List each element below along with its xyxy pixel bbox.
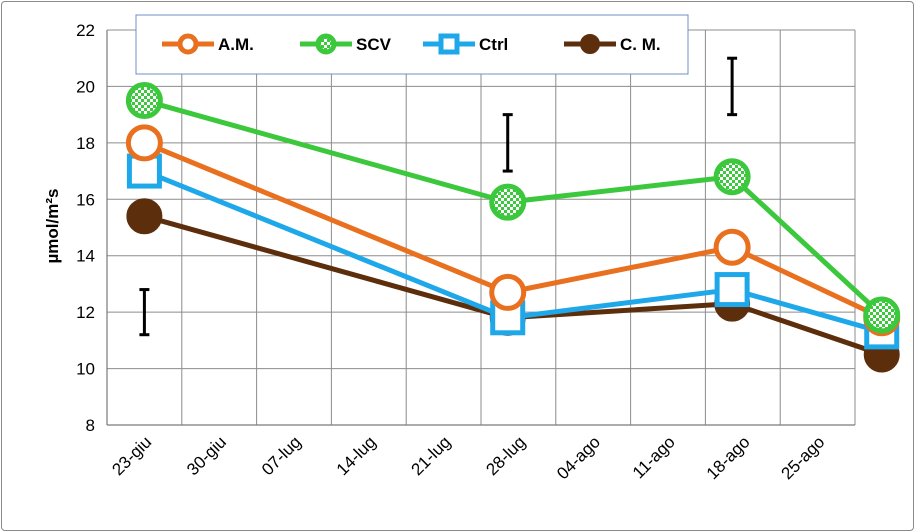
y-tick-label: 10 — [76, 360, 95, 379]
axes — [106, 30, 855, 426]
legend-entry: Ctrl — [423, 33, 508, 55]
data-point — [125, 82, 163, 120]
y-tick-label: 22 — [76, 21, 95, 40]
grid-lines — [106, 29, 856, 426]
x-tick-label: 07-lug — [258, 432, 305, 479]
data-point — [489, 273, 527, 311]
error-bar — [502, 113, 513, 173]
y-tick-labels: 8 10 12 14 16 18 20 22 — [76, 21, 95, 435]
y-tick-label: 14 — [76, 247, 95, 266]
error-bar — [139, 288, 150, 337]
legend-entry: A.M. — [162, 33, 254, 55]
error-bar — [727, 56, 738, 117]
y-tick-label: 12 — [76, 303, 95, 322]
legend-label: Ctrl — [479, 35, 508, 54]
x-tick-label: 21-lug — [408, 432, 455, 479]
legend-label: C. M. — [620, 35, 661, 54]
x-tick-label: 30-giu — [183, 432, 230, 479]
series-line — [143, 168, 883, 335]
legend-marker — [438, 33, 460, 55]
legend-marker — [580, 34, 600, 54]
y-tick-label: 16 — [76, 190, 95, 209]
data-point — [713, 158, 751, 196]
data-point — [714, 272, 750, 308]
data-point — [863, 296, 901, 334]
y-tick-label: 20 — [76, 77, 95, 96]
legend-entry: SCV — [300, 33, 392, 55]
legend-marker — [177, 33, 199, 55]
y-axis-label: µmol/m²s — [43, 189, 62, 264]
x-tick-label: 23-giu — [108, 432, 155, 479]
error-bars — [139, 56, 738, 337]
x-tick-labels: 23-giu 30-giu 07-lug 14-lug 21-lug 28-lug 04-a… — [108, 432, 828, 483]
series-line — [143, 98, 884, 317]
legend-label: A.M. — [218, 35, 254, 54]
y-tick-label: 8 — [86, 416, 95, 435]
series-lines — [125, 82, 901, 373]
x-tick-label: 25-ago — [778, 432, 829, 483]
data-point — [713, 228, 751, 266]
x-tick-label: 14-lug — [333, 432, 380, 479]
legend-entry: C. M. — [564, 34, 661, 54]
x-tick-label: 11-ago — [629, 432, 679, 482]
data-point — [126, 198, 163, 235]
x-tick-label: 18-ago — [703, 432, 754, 483]
data-point — [125, 124, 163, 162]
legend-marker — [315, 33, 337, 55]
series-line — [143, 213, 883, 357]
x-tick-label: 28-lug — [482, 432, 529, 479]
y-tick-label: 18 — [76, 134, 95, 153]
series-scv — [125, 82, 901, 334]
legend-label: SCV — [356, 35, 392, 54]
legend: A.M. SCV Ctrl C. M. — [135, 14, 689, 75]
series-line — [143, 140, 883, 321]
x-tick-label: 04-ago — [553, 432, 604, 483]
data-point — [489, 183, 527, 221]
